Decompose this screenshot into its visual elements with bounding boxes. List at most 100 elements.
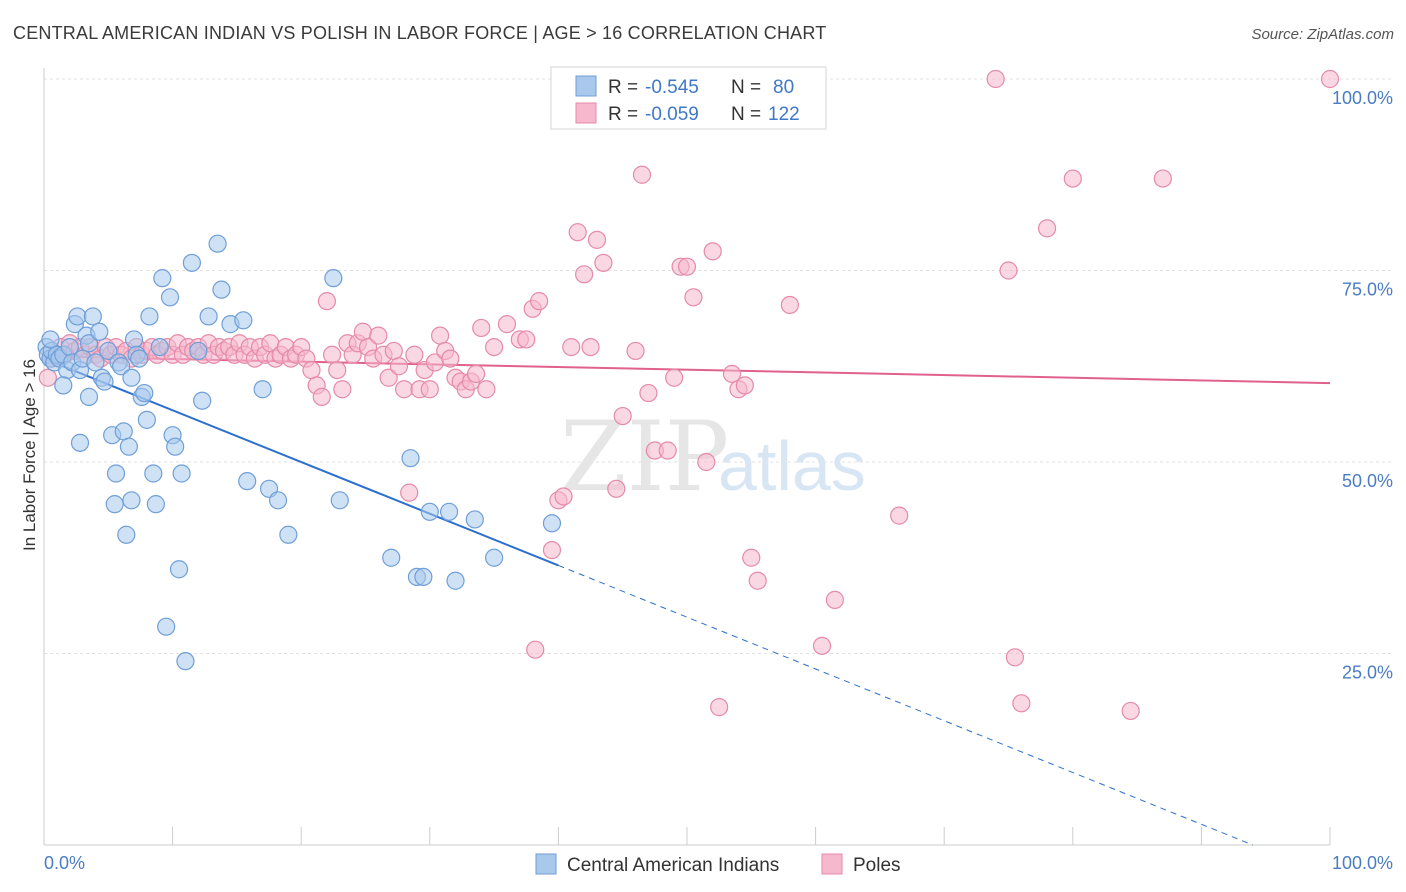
point-poles [1005,648,1025,667]
gridlines [44,78,1394,654]
legend-r-label-2: R = [608,104,638,125]
point-poles [562,338,581,357]
point-poles [477,380,496,399]
point-poles [710,698,729,717]
y-axis-label: In Labor Force | Age > 16 [20,359,39,551]
point-poles [1153,169,1172,188]
point-poles [369,326,388,345]
point-central-american-indians [253,380,272,399]
legend-swatch-blue [575,75,597,97]
point-poles [312,387,331,406]
point-poles [38,368,57,387]
point-central-american-indians [176,652,195,671]
point-central-american-indians [382,548,401,567]
tick-labels: 25.0% 50.0% 75.0% 100.0% 0.0% 100.0% [44,88,1393,873]
point-central-american-indians [54,376,73,395]
point-poles [1012,694,1031,713]
legend-box [550,66,827,130]
point-poles [735,376,754,395]
point-central-american-indians [41,330,60,349]
point-central-american-indians [124,330,144,349]
point-central-american-indians [485,548,504,567]
point-poles [1320,69,1340,89]
point-poles [405,345,424,364]
point-poles [677,257,697,276]
series-legend-swatch-pink [821,853,843,875]
legend-r-value-2: -0.059 [645,104,699,125]
series-legend: Central American Indians Poles [535,853,901,876]
point-central-american-indians [160,288,180,307]
series-legend-swatch-blue [535,853,557,875]
point-central-american-indians [70,433,90,452]
point-poles [607,479,626,498]
point-central-american-indians [238,472,257,491]
point-central-american-indians [79,387,99,406]
point-poles [441,349,460,368]
point-central-american-indians [182,253,201,272]
point-central-american-indians [68,307,87,326]
point-poles [703,242,722,261]
legend-r-label-1: R = [608,77,638,98]
trend-line-central-american-indians [43,357,559,567]
point-central-american-indians [137,410,156,429]
point-poles [322,345,342,364]
point-poles [742,548,761,567]
point-poles [568,223,587,242]
point-poles [594,253,613,272]
point-poles [613,406,632,426]
point-poles [472,318,491,338]
y-tick-label: 100.0% [1332,88,1393,108]
point-central-american-indians [83,307,102,326]
point-central-american-indians [199,307,218,326]
point-poles [780,295,799,315]
axes [43,68,1331,846]
point-central-american-indians [106,464,126,483]
x-tick-label: 100.0% [1332,853,1393,873]
point-central-american-indians [86,353,105,372]
point-poles [1121,701,1140,721]
point-central-american-indians [150,338,169,357]
legend-r-value-1: -0.545 [645,77,699,98]
point-poles [626,341,645,361]
point-poles [748,571,767,590]
point-central-american-indians [446,571,465,590]
point-central-american-indians [99,341,118,361]
point-central-american-indians [153,269,172,288]
point-poles [684,288,703,307]
point-central-american-indians [169,560,189,579]
point-poles [302,360,321,380]
point-central-american-indians [208,234,227,253]
point-central-american-indians [172,464,191,483]
point-central-american-indians [140,307,159,326]
point-poles [890,506,909,525]
point-central-american-indians [324,269,343,288]
point-poles [420,380,439,399]
point-poles [812,636,832,655]
point-poles [394,380,414,399]
point-central-american-indians [279,525,298,544]
point-central-american-indians [193,391,212,410]
point-central-american-indians [234,311,253,330]
point-central-american-indians [157,617,176,636]
point-poles [632,165,652,184]
point-central-american-indians [146,495,165,514]
point-central-american-indians [130,349,149,368]
point-poles [575,265,594,284]
point-poles [722,364,742,384]
point-poles [353,322,373,341]
point-poles [999,261,1018,280]
point-poles [554,487,573,506]
point-poles [379,368,398,387]
point-poles [317,292,337,311]
series-legend-label-pink: Poles [853,855,901,876]
point-central-american-indians [414,567,433,587]
point-poles [825,590,844,609]
point-poles [639,383,658,403]
point-poles [697,452,716,472]
legend-n-label-2: N = [731,104,761,125]
point-central-american-indians [144,464,163,483]
point-poles [526,640,545,659]
point-central-american-indians [166,437,185,456]
point-central-american-indians [268,491,288,510]
